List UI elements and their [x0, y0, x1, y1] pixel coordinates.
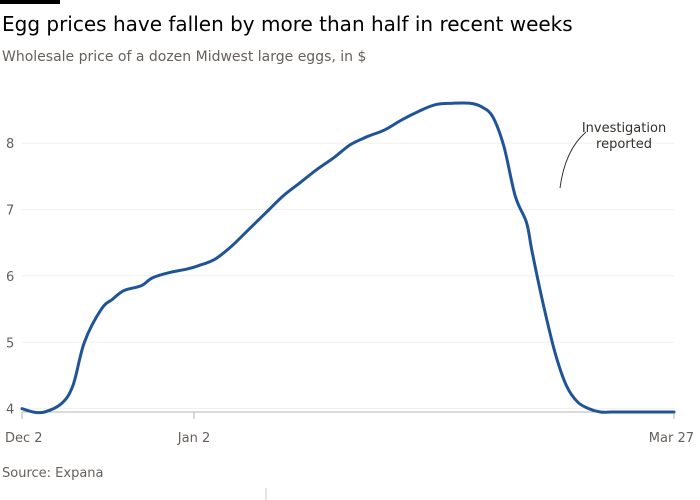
brand-bar: [0, 0, 60, 4]
annotation-text-line: reported: [596, 137, 652, 152]
y-axis-labels: 4 5 6 7 8: [6, 137, 14, 418]
chart-title: Egg prices have fallen by more than half…: [2, 12, 573, 36]
x-tick-label: Mar 27: [649, 431, 694, 446]
annotation-text-line: Investigation: [582, 121, 666, 136]
source-note: Source: Expana: [2, 466, 104, 481]
footer-mark: [265, 488, 267, 500]
y-tick-label: 8: [6, 137, 14, 152]
chart-subtitle: Wholesale price of a dozen Midwest large…: [2, 49, 367, 65]
annotation-leader: [559, 131, 587, 189]
y-tick-label: 6: [6, 270, 14, 285]
y-tick-label: 7: [6, 203, 14, 218]
x-axis: Dec 2 Jan 2 Mar 27: [5, 411, 694, 446]
gridlines: [22, 142, 674, 410]
y-tick-label: 5: [6, 336, 14, 351]
y-tick-label: 4: [6, 403, 14, 418]
x-tick-label: Jan 2: [177, 431, 210, 446]
price-series-line: [20, 101, 676, 415]
x-tick-label: Dec 2: [5, 431, 43, 446]
